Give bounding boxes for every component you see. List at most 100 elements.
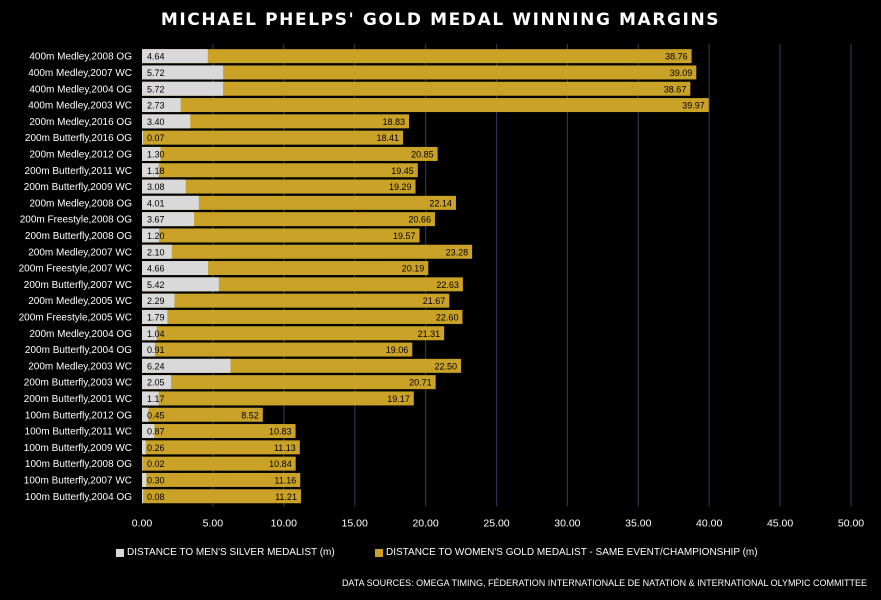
data-label-silver: 0.91 bbox=[147, 345, 165, 355]
data-label-gold: 20.66 bbox=[408, 215, 431, 225]
bar-men-silver bbox=[142, 391, 159, 406]
bar-women-gold bbox=[142, 391, 414, 406]
bar-men-silver bbox=[142, 228, 160, 243]
x-tick-label: 35.00 bbox=[625, 517, 651, 529]
bar-women-gold bbox=[142, 228, 420, 243]
bar-men-silver bbox=[142, 407, 149, 422]
legend-gold: DISTANCE TO WOMEN'S GOLD MEDALIST - SAME… bbox=[375, 547, 758, 558]
data-label-silver: 2.29 bbox=[147, 296, 165, 306]
category-label: 400m Medley,2003 WC bbox=[28, 101, 132, 112]
bar-men-silver bbox=[142, 440, 146, 455]
bar-women-gold bbox=[142, 424, 296, 439]
x-tick-label: 30.00 bbox=[554, 517, 580, 529]
data-label-silver: 2.73 bbox=[147, 101, 165, 111]
bar-men-silver bbox=[142, 293, 175, 308]
x-tick-label: 5.00 bbox=[203, 517, 224, 529]
category-label: 100m Butterfly,2012 OG bbox=[25, 410, 132, 421]
data-label-gold: 22.63 bbox=[436, 280, 459, 290]
data-label-gold: 38.67 bbox=[664, 84, 687, 94]
data-label-gold: 39.09 bbox=[670, 68, 693, 78]
data-label-gold: 11.13 bbox=[274, 443, 296, 453]
data-label-gold: 23.28 bbox=[446, 247, 469, 257]
x-tick-label: 10.00 bbox=[271, 517, 297, 529]
x-tick-label: 50.00 bbox=[838, 517, 864, 529]
x-tick-label: 0.00 bbox=[132, 517, 153, 529]
data-label-silver: 1.17 bbox=[147, 394, 165, 404]
data-label-silver: 1.30 bbox=[147, 149, 165, 159]
bar-women-gold bbox=[142, 261, 429, 276]
data-label-silver: 1.04 bbox=[147, 329, 165, 339]
legend-swatch-gold bbox=[375, 548, 383, 557]
data-label-gold: 19.57 bbox=[393, 231, 416, 241]
bar-men-silver bbox=[142, 49, 208, 64]
bar-men-silver bbox=[142, 424, 155, 439]
bar-women-gold bbox=[142, 342, 413, 357]
bar-women-gold bbox=[142, 98, 709, 113]
data-label-silver: 5.72 bbox=[147, 68, 165, 78]
bar-women-gold bbox=[142, 81, 691, 96]
data-label-silver: 0.08 bbox=[147, 492, 165, 502]
bar-men-silver bbox=[142, 195, 199, 210]
bar-women-gold bbox=[142, 472, 301, 487]
data-label-gold: 8.52 bbox=[241, 410, 259, 420]
bar-women-gold bbox=[142, 244, 473, 259]
data-label-gold: 22.60 bbox=[436, 312, 459, 322]
data-label-silver: 4.01 bbox=[147, 198, 165, 208]
data-label-gold: 20.85 bbox=[411, 149, 434, 159]
bar-women-gold bbox=[142, 293, 450, 308]
data-label-silver: 0.26 bbox=[147, 443, 165, 453]
data-label-gold: 19.45 bbox=[391, 166, 414, 176]
x-tick-label: 25.00 bbox=[483, 517, 509, 529]
category-label: 200m Butterfly,2007 WC bbox=[24, 280, 132, 291]
data-label-gold: 19.06 bbox=[386, 345, 409, 355]
data-label-silver: 1.79 bbox=[147, 312, 165, 322]
bar-women-gold bbox=[142, 195, 456, 210]
data-label-gold: 19.17 bbox=[387, 394, 410, 404]
bar-men-silver bbox=[142, 261, 209, 276]
data-label-gold: 22.14 bbox=[429, 198, 452, 208]
bar-men-silver bbox=[142, 375, 172, 390]
category-label: 400m Medley,2007 WC bbox=[28, 68, 132, 79]
data-label-silver: 3.40 bbox=[147, 117, 165, 127]
data-label-silver: 0.30 bbox=[147, 475, 165, 485]
data-label-silver: 5.42 bbox=[147, 280, 165, 290]
data-label-gold: 22.50 bbox=[435, 361, 458, 371]
data-label-silver: 2.10 bbox=[147, 247, 165, 257]
data-label-silver: 3.08 bbox=[147, 182, 165, 192]
bar-men-silver bbox=[142, 114, 191, 129]
legend-label-silver: DISTANCE TO MEN'S SILVER MEDALIST (m) bbox=[127, 547, 335, 558]
bar-women-gold bbox=[142, 489, 301, 504]
category-label: 200m Freestyle,2007 WC bbox=[19, 264, 132, 275]
category-label: 200m Freestyle,2005 WC bbox=[19, 312, 132, 323]
category-label: 200m Medley,2007 WC bbox=[28, 247, 132, 258]
bar-men-silver bbox=[142, 163, 159, 178]
chart-title: MICHAEL PHELPS' GOLD MEDAL WINNING MARGI… bbox=[160, 10, 721, 30]
category-label: 200m Butterfly,2003 WC bbox=[24, 378, 132, 389]
category-label: 400m Medley,2004 OG bbox=[29, 84, 132, 95]
bar-men-silver bbox=[142, 358, 231, 373]
bar-women-gold bbox=[142, 65, 697, 80]
data-label-silver: 1.18 bbox=[147, 166, 165, 176]
category-label: 200m Medley,2016 OG bbox=[29, 117, 132, 128]
bar-men-silver bbox=[142, 81, 224, 96]
legend-label-gold: DISTANCE TO WOMEN'S GOLD MEDALIST - SAME… bbox=[386, 547, 758, 558]
data-label-silver: 4.64 bbox=[147, 52, 165, 62]
legend-swatch-silver bbox=[116, 548, 124, 557]
x-tick-label: 20.00 bbox=[412, 517, 438, 529]
data-label-gold: 11.16 bbox=[274, 475, 296, 485]
bar-women-gold bbox=[142, 179, 416, 194]
data-label-gold: 20.71 bbox=[409, 378, 432, 388]
category-label: 200m Butterfly,2001 WC bbox=[24, 394, 132, 405]
data-label-gold: 21.31 bbox=[418, 329, 441, 339]
data-label-silver: 6.24 bbox=[147, 361, 165, 371]
data-label-gold: 18.83 bbox=[382, 117, 405, 127]
bar-women-gold bbox=[142, 146, 438, 161]
data-label-silver: 5.72 bbox=[147, 84, 165, 94]
bar-women-gold bbox=[142, 277, 463, 292]
bar-men-silver bbox=[142, 179, 186, 194]
bar-men-silver bbox=[142, 65, 224, 80]
bar-women-gold bbox=[142, 212, 435, 227]
data-label-silver: 1.20 bbox=[147, 231, 165, 241]
data-label-gold: 21.67 bbox=[423, 296, 446, 306]
